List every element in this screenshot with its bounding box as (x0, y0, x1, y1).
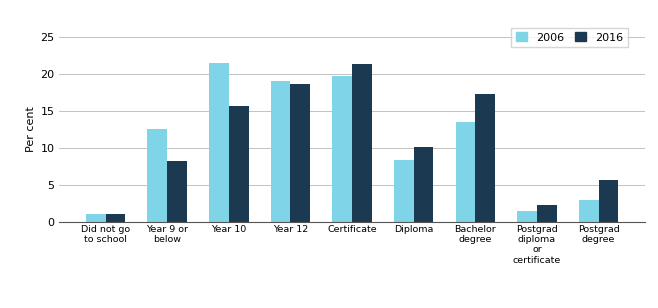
Bar (229, 106, 249, 222)
Bar (209, 63, 229, 222)
Bar (332, 76, 352, 222)
Bar (537, 205, 557, 222)
Legend: 2006, 2016: 2006, 2016 (511, 28, 628, 47)
Bar (167, 161, 187, 222)
Bar (579, 200, 599, 222)
Bar (270, 81, 290, 222)
Bar (290, 83, 310, 222)
Bar (394, 160, 414, 222)
Bar (147, 129, 167, 222)
Bar (105, 214, 125, 222)
Bar (86, 214, 105, 222)
Bar (599, 180, 619, 222)
Bar (414, 147, 434, 222)
Bar (455, 122, 475, 222)
Bar (475, 94, 495, 222)
Bar (352, 64, 372, 222)
Y-axis label: Per cent: Per cent (26, 107, 36, 152)
Bar (517, 211, 537, 222)
